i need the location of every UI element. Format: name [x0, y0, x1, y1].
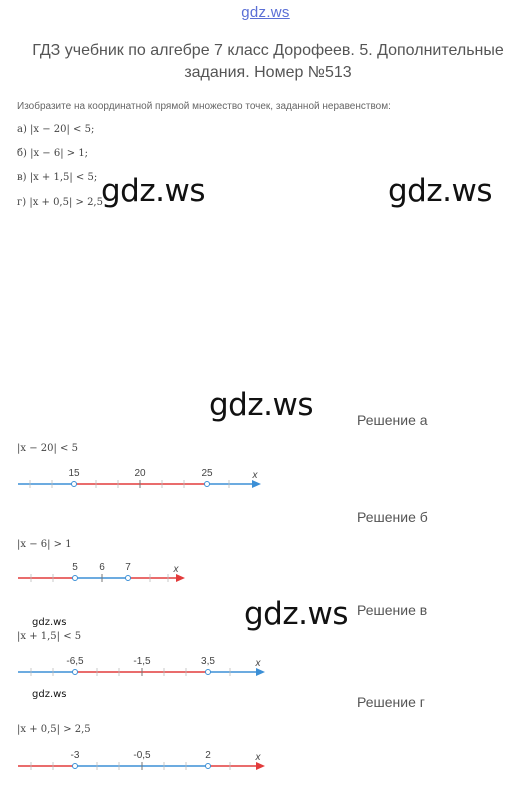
watermark: gdz.ws	[101, 173, 206, 209]
number-line-c: -6,5 -1,5 3,5 x	[18, 656, 265, 676]
tick-label: 5	[72, 562, 78, 573]
axis-arrow	[252, 480, 261, 488]
open-point	[204, 481, 210, 487]
solution-b-label: Решение б	[357, 509, 428, 525]
number-line-a: 15 20 25 x	[18, 468, 261, 488]
tick-label: 20	[134, 468, 146, 479]
solution-b-inequality: |x − 6| > 1	[17, 539, 72, 550]
task-item-b: б) |x − 6| > 1;	[17, 148, 89, 159]
solution-a-inequality: |x − 20| < 5	[17, 443, 78, 454]
tick-label: 15	[68, 468, 80, 479]
grid-ticks	[30, 668, 231, 676]
solution-c-label: Решение в	[357, 602, 428, 618]
axis-arrow	[256, 668, 265, 676]
number-line-b: 5 6 7 x	[18, 562, 185, 582]
tick-label: 6	[99, 562, 105, 573]
solution-d-inequality: |x + 0,5| > 2,5	[17, 724, 91, 735]
axis-label: x	[252, 470, 259, 481]
open-point	[71, 481, 77, 487]
watermark: gdz.ws	[244, 596, 349, 632]
page-title: ГДЗ учебник по алгебре 7 класс Дорофеев.…	[32, 42, 504, 81]
grid-ticks	[30, 762, 231, 770]
axis-arrow	[256, 762, 265, 770]
grid-ticks	[29, 480, 230, 488]
watermark-small: gdz.ws	[32, 689, 67, 700]
tick-label: 25	[201, 468, 213, 479]
number-line-d: -3 -0,5 2 x	[18, 750, 265, 770]
watermark: gdz.ws	[388, 173, 493, 209]
solution-d-label: Решение г	[357, 694, 425, 710]
solution-a-label: Решение а	[357, 412, 428, 428]
task-item-c: в) |x + 1,5| < 5;	[17, 172, 98, 183]
tick-label: -6,5	[66, 656, 84, 667]
watermark: gdz.ws	[209, 387, 314, 423]
tick-label: 7	[125, 562, 131, 573]
task-item-d: г) |x + 0,5| > 2,5	[17, 197, 103, 208]
tick-label: -0,5	[133, 750, 151, 761]
grid-ticks	[30, 574, 169, 582]
tick-label: 3,5	[201, 656, 215, 667]
open-point	[72, 669, 78, 675]
site-logo[interactable]: gdz.ws	[241, 4, 290, 21]
open-point	[72, 763, 78, 769]
open-point	[125, 575, 131, 581]
open-point	[205, 669, 211, 675]
task-intro: Изобразите на координатной прямой множес…	[17, 101, 391, 112]
axis-label: x	[255, 752, 262, 763]
task-item-a: а) |x − 20| < 5;	[17, 124, 95, 135]
axis-label: x	[255, 658, 262, 669]
tick-label: -3	[71, 750, 80, 761]
axis-arrow	[176, 574, 185, 582]
open-point	[205, 763, 211, 769]
open-point	[72, 575, 78, 581]
tick-label: 2	[205, 750, 211, 761]
axis-label: x	[173, 564, 180, 575]
tick-label: -1,5	[133, 656, 151, 667]
watermark-small: gdz.ws	[32, 617, 67, 628]
solution-c-inequality: |x + 1,5| < 5	[17, 631, 82, 642]
